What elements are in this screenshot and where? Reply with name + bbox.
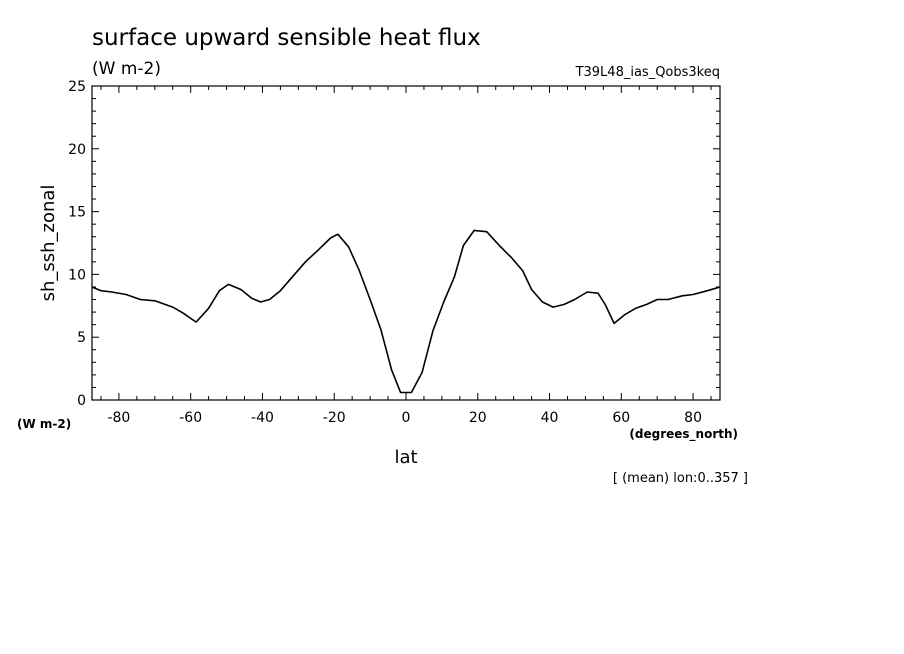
y-axis-tick-labels: 0 5 10 15 20 25 xyxy=(68,79,86,409)
x-tick-label: -80 xyxy=(107,410,130,426)
y-tick-label: 0 xyxy=(77,393,86,409)
y-tick-label: 5 xyxy=(77,330,86,346)
y-tick-label: 25 xyxy=(68,79,86,95)
x-tick-label: 60 xyxy=(612,410,630,426)
x-axis-ticks xyxy=(100,86,712,400)
chart-subtitle: (W m-2) xyxy=(92,59,161,79)
plot-border xyxy=(91,85,721,401)
x-axis-units: (degrees_north) xyxy=(629,427,738,442)
y-tick-label: 10 xyxy=(68,267,86,283)
averaging-note: [ (mean) lon:0..357 ] xyxy=(613,471,748,486)
x-tick-label: 40 xyxy=(541,410,559,426)
y-tick-label: 15 xyxy=(68,205,86,221)
x-tick-label: -20 xyxy=(323,410,346,426)
x-tick-label: 0 xyxy=(402,410,411,426)
y-axis-units: (W m-2) xyxy=(17,417,71,431)
x-axis-title: lat xyxy=(394,447,417,468)
chart-title: surface upward sensible heat flux xyxy=(92,25,481,51)
y-tick-label: 20 xyxy=(68,142,86,158)
x-tick-label: -40 xyxy=(251,410,274,426)
run-label: T39L48_ias_Qobs3keq xyxy=(575,65,720,80)
series-line xyxy=(91,229,721,394)
x-tick-label: 80 xyxy=(684,410,702,426)
x-tick-label: -60 xyxy=(179,410,202,426)
x-axis-tick-labels: -80 -60 -40 -20 0 20 40 60 80 xyxy=(107,410,702,426)
y-axis-ticks xyxy=(92,85,720,401)
series-group xyxy=(91,229,721,394)
x-tick-label: 20 xyxy=(469,410,487,426)
plot-frame xyxy=(91,85,721,401)
y-axis-title: sh_ssh_zonal xyxy=(38,185,59,302)
